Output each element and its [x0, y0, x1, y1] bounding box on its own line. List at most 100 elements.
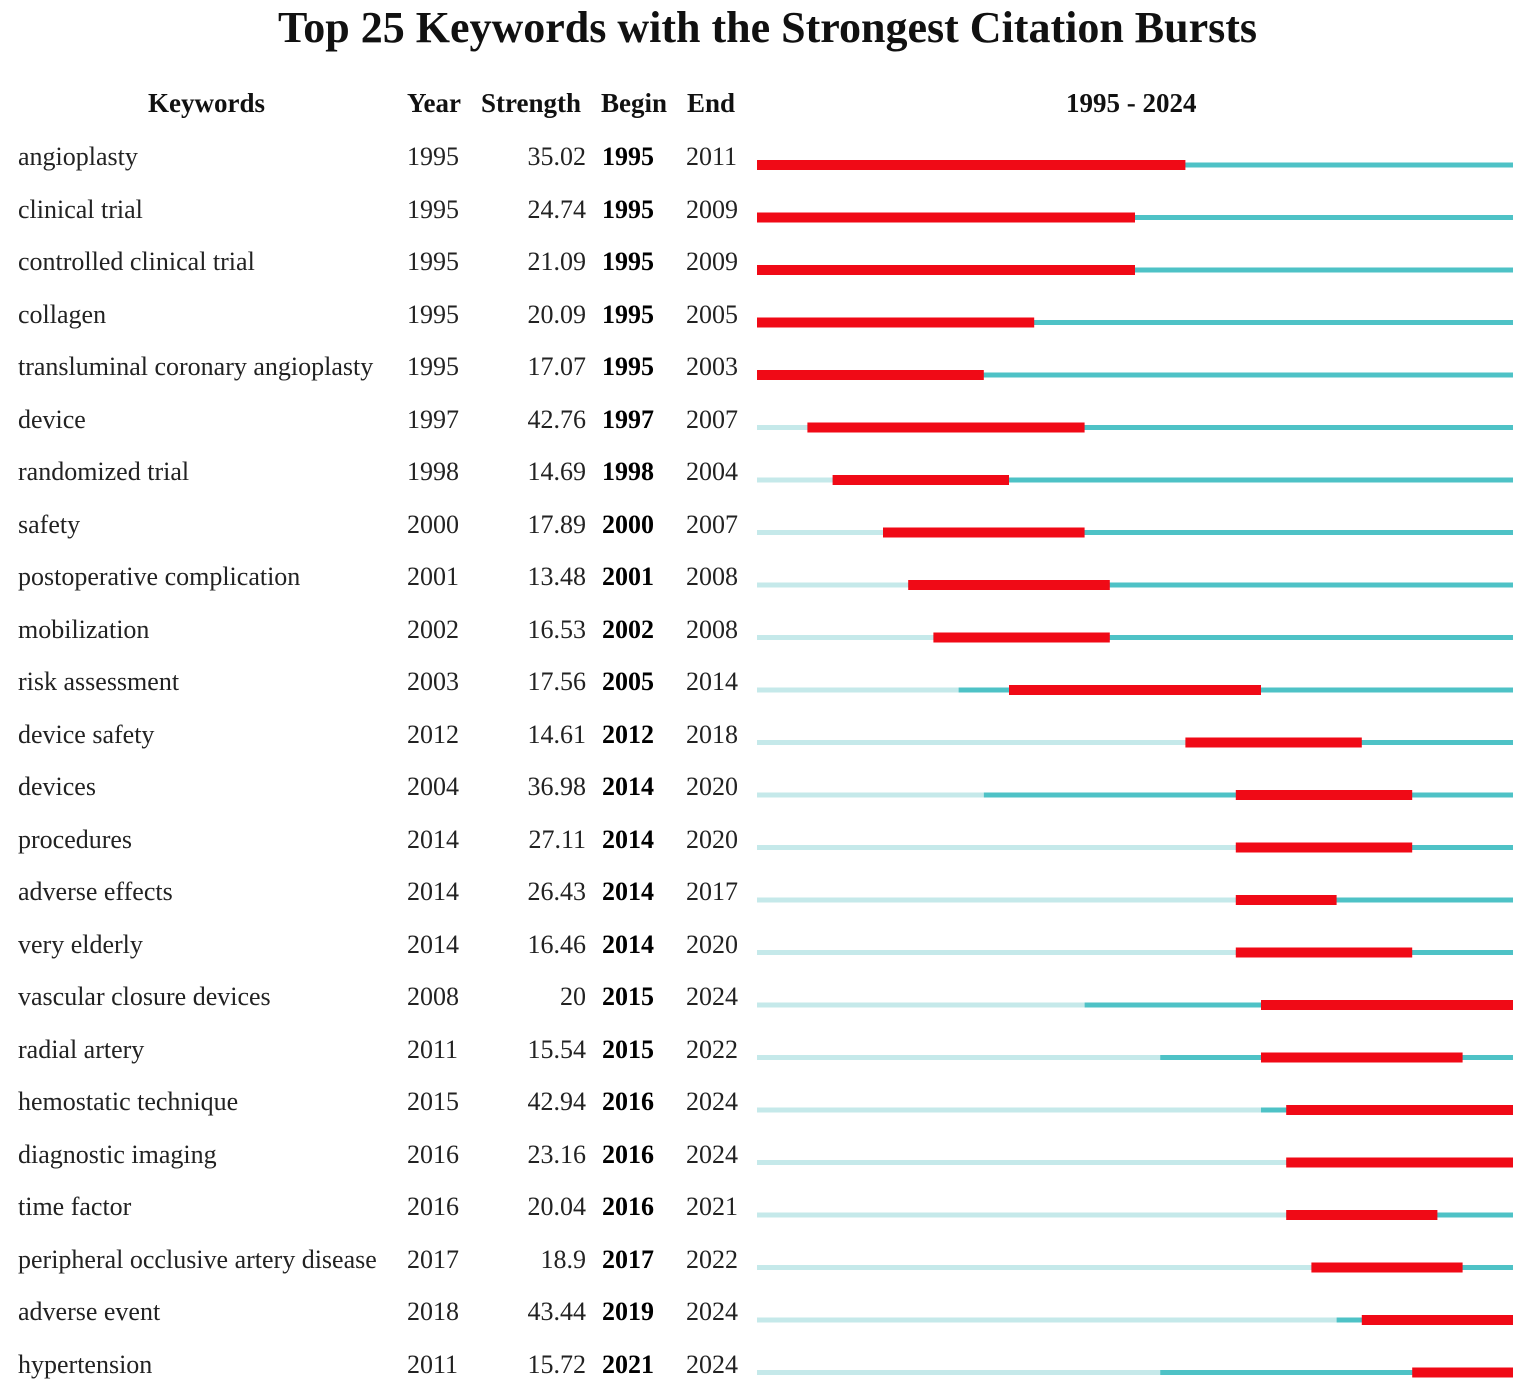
table-row: risk assessment 2003 17.56 2005 2014 [0, 665, 1535, 699]
begin-cell: 2016 [602, 1087, 654, 1116]
table-row: adverse event 2018 43.44 2019 2024 [0, 1295, 1535, 1329]
begin-cell: 2005 [602, 667, 654, 696]
end-cell: 2020 [686, 824, 738, 854]
strength-cell: 20 [560, 982, 586, 1011]
end-cell: 2011 [686, 142, 738, 171]
header-year: Year [407, 88, 461, 118]
strength-cell: 36.98 [527, 772, 587, 801]
table-row: collagen 1995 20.09 1995 2005 [0, 298, 1535, 332]
begin-cell: 2014 [602, 877, 654, 906]
year-cell: 1995 [407, 299, 459, 329]
keyword-cell: diagnostic imaging [18, 1139, 217, 1169]
keyword-cell: procedures [18, 824, 133, 854]
keyword-cell: risk assessment [18, 667, 180, 696]
year-cell: 2014 [407, 824, 459, 854]
end-cell: 2004 [686, 457, 738, 486]
table-row: vascular closure devices 2008 20 2015 2024 [0, 980, 1535, 1014]
strength-cell: 17.56 [527, 667, 587, 696]
begin-cell: 2000 [602, 509, 654, 539]
header-keywords: Keywords [148, 88, 265, 118]
year-cell: 1998 [407, 457, 459, 486]
begin-cell: 2012 [602, 719, 654, 749]
strength-cell: 16.46 [527, 929, 587, 959]
year-cell: 2008 [407, 982, 459, 1011]
keyword-cell: hemostatic technique [18, 1087, 239, 1116]
table-row: adverse effects 2014 26.43 2014 2017 [0, 875, 1535, 909]
keyword-cell: controlled clinical trial [18, 247, 255, 276]
end-cell: 2024 [686, 1139, 738, 1169]
begin-cell: 1995 [602, 247, 654, 276]
keyword-cell: mobilization [18, 614, 150, 644]
begin-cell: 2016 [602, 1139, 654, 1169]
year-cell: 2001 [407, 562, 459, 591]
chart-title: Top 25 Keywords with the Strongest Citat… [277, 3, 1258, 52]
table-row: angioplasty 1995 35.02 1995 2011 [0, 140, 1535, 174]
header-range: 1995 - 2024 [1066, 88, 1197, 118]
begin-cell: 2017 [602, 1244, 654, 1274]
begin-cell: 1995 [602, 352, 654, 381]
begin-cell: 2014 [602, 772, 654, 801]
keyword-cell: device [18, 404, 86, 434]
table-row: mobilization 2002 16.53 2002 2008 [0, 613, 1535, 647]
year-cell: 2012 [407, 719, 459, 749]
year-cell: 2014 [407, 877, 459, 906]
keyword-cell: devices [18, 772, 96, 801]
table-row: devices 2004 36.98 2014 2020 [0, 770, 1535, 804]
keyword-cell: adverse effects [18, 877, 173, 906]
year-cell: 2002 [407, 614, 459, 644]
end-cell: 2008 [686, 562, 738, 591]
end-cell: 2014 [686, 667, 738, 696]
end-cell: 2021 [686, 1192, 738, 1221]
strength-cell: 26.43 [527, 877, 587, 906]
table-row: device 1997 42.76 1997 2007 [0, 403, 1535, 437]
begin-cell: 2002 [602, 614, 654, 644]
end-cell: 2003 [686, 352, 738, 381]
table-row: very elderly 2014 16.46 2014 2020 [0, 928, 1535, 962]
strength-cell: 17.89 [527, 509, 587, 539]
strength-cell: 24.74 [527, 194, 587, 224]
keyword-cell: clinical trial [18, 194, 143, 224]
year-cell: 1995 [407, 247, 459, 276]
year-cell: 2015 [407, 1087, 459, 1116]
end-cell: 2005 [686, 299, 738, 329]
begin-cell: 2016 [602, 1192, 654, 1221]
strength-cell: 20.09 [527, 299, 587, 329]
end-cell: 2020 [686, 929, 738, 959]
strength-cell: 35.02 [527, 142, 587, 171]
year-cell: 2014 [407, 929, 459, 959]
table-row: device safety 2012 14.61 2012 2018 [0, 718, 1535, 752]
year-cell: 2011 [407, 1034, 459, 1064]
year-cell: 2017 [407, 1244, 459, 1274]
begin-cell: 1998 [602, 457, 654, 486]
year-cell: 2004 [407, 772, 459, 801]
year-cell: 1995 [407, 194, 459, 224]
header-begin: Begin [601, 88, 668, 118]
table-row: hemostatic technique 2015 42.94 2016 2024 [0, 1085, 1535, 1119]
table-row: time factor 2016 20.04 2016 2021 [0, 1190, 1535, 1224]
keyword-cell: very elderly [18, 929, 143, 959]
year-cell: 2003 [407, 667, 459, 696]
year-cell: 2018 [407, 1297, 459, 1326]
strength-cell: 42.76 [527, 404, 587, 434]
begin-cell: 2019 [602, 1297, 654, 1326]
keyword-cell: hypertension [18, 1349, 153, 1379]
end-cell: 2024 [686, 1087, 738, 1116]
begin-cell: 1997 [602, 404, 654, 434]
keyword-cell: postoperative complication [18, 562, 301, 591]
keyword-cell: adverse event [18, 1297, 161, 1326]
year-cell: 2011 [407, 1349, 459, 1379]
end-cell: 2009 [686, 247, 738, 276]
begin-cell: 1995 [602, 194, 654, 224]
table-row: procedures 2014 27.11 2014 2020 [0, 823, 1535, 857]
strength-cell: 27.11 [528, 824, 586, 854]
year-cell: 2000 [407, 509, 459, 539]
strength-cell: 18.9 [540, 1244, 587, 1274]
strength-cell: 16.53 [527, 614, 587, 644]
keyword-cell: collagen [18, 299, 107, 329]
keyword-cell: peripheral occlusive artery disease [18, 1244, 377, 1274]
end-cell: 2018 [686, 719, 738, 749]
strength-cell: 21.09 [527, 247, 587, 276]
table-row: controlled clinical trial 1995 21.09 1995 20… [0, 245, 1535, 279]
